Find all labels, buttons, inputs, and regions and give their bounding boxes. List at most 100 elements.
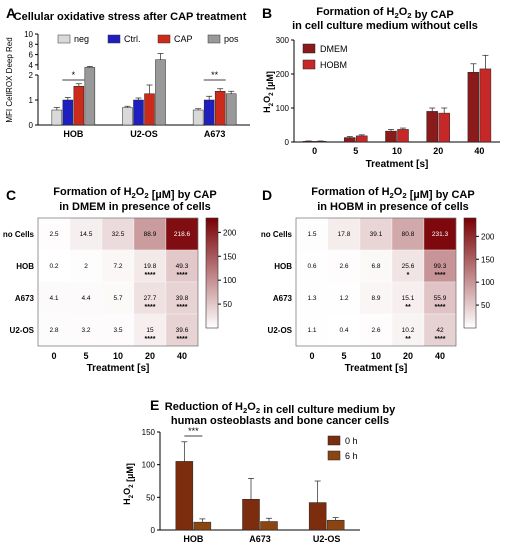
panel-e-bar (242, 499, 260, 531)
panel-d-cell-significance: ** (405, 304, 411, 311)
panel-c-cell-significance: **** (145, 272, 156, 279)
panel-b-xlabel: Treatment [s] (366, 159, 429, 170)
panel-d-row-label: no Cells (261, 230, 293, 239)
panel-d-cell-value: 80.8 (402, 231, 415, 238)
panel-d-cell-value: 99.3 (434, 263, 447, 270)
panel-d-column-label: 5 (341, 351, 346, 361)
panel-c-cell-value: 2.8 (49, 327, 58, 334)
panel-letter-b: B (262, 5, 272, 21)
panel-c-cell-value: 88.9 (144, 231, 157, 238)
panel-e-xtick-label: U2-OS (313, 534, 341, 544)
panel-d-cell (423, 313, 457, 347)
panel-b-subtitle: in cell culture medium without cells (292, 20, 478, 32)
panel-e-xtick-label: A673 (249, 534, 271, 544)
panel-c-colorbar (205, 217, 219, 329)
panel-e-bar (308, 502, 327, 531)
panel-e-ytick-label: 150 (142, 428, 156, 437)
panel-a-chart: Cellular oxidative stress after CAP trea… (5, 11, 250, 139)
panel-b-bar (397, 129, 409, 143)
panel-d-cell-value: 39.1 (370, 231, 383, 238)
panel-c-cell-value: 14.5 (80, 231, 93, 238)
panel-d-cell-significance: ** (405, 336, 411, 343)
panel-d-cell (327, 281, 361, 315)
panel-c-cell (133, 217, 167, 251)
panel-e-bar (193, 521, 212, 531)
panel-d-row-label: U2-OS (268, 326, 293, 335)
panel-e-xtick-label: HOB (183, 534, 204, 544)
panel-c-cell-value: 49.3 (176, 263, 189, 270)
panel-d-cell (295, 313, 329, 347)
panel-a-legend-label: neg (74, 34, 89, 44)
panel-e-ytick-label: 0 (151, 526, 156, 535)
panel-d-cell (327, 249, 361, 283)
panel-c-colorbar-label: 50 (223, 300, 232, 309)
panel-a-ylabel: MFI CellROX Deep Red (5, 37, 14, 122)
panel-c-title: Formation of H2O2 [µM] by CAP (53, 186, 216, 201)
panel-a-ytick-label: 8 (29, 40, 34, 49)
panel-d-cell-value: 231.3 (432, 231, 449, 238)
panel-e-bar (260, 521, 278, 531)
panel-d-cell-value: 25.6 (402, 263, 415, 270)
panel-e-legend-swatch (327, 450, 341, 461)
panel-d-cell-value: 2.6 (339, 263, 348, 270)
panel-a-ytick-label: 0 (29, 121, 34, 130)
panel-c-column-label: 10 (113, 351, 123, 361)
panel-a-bar (62, 99, 74, 126)
panel-b-xtick-label: 40 (474, 146, 484, 156)
panel-b-title: Formation of H2O2 by CAP (316, 6, 454, 21)
panel-c-cell-significance: **** (177, 272, 188, 279)
panel-c-cell (101, 249, 135, 283)
panel-d-cell (359, 313, 393, 347)
panel-a-bar (51, 109, 63, 126)
panel-d-cell-value: 1.2 (339, 295, 348, 302)
panel-b-bar (479, 68, 492, 143)
panel-b-bar (385, 130, 397, 143)
panel-d-grid-frame (295, 217, 457, 347)
panel-d-cell-value: 42 (436, 327, 444, 334)
panel-d-cell-significance: **** (435, 304, 446, 311)
panel-e-legend-label: 0 h (345, 436, 358, 446)
panel-d-row-label: A673 (273, 294, 293, 303)
panel-d-column-label: 20 (403, 351, 413, 361)
panel-d-column-label: 40 (435, 351, 445, 361)
panel-a-legend-label: pos (224, 34, 239, 44)
panel-d-colorbar-label: 50 (481, 301, 490, 310)
panel-d-xlabel: Treatment [s] (345, 363, 408, 374)
panel-c-cell-value: 2 (84, 263, 88, 270)
panel-a-bar (144, 93, 155, 126)
panel-c-cell-value: 0.2 (49, 263, 58, 270)
panel-c-column-label: 5 (83, 351, 88, 361)
panel-c-cell-value: 3.5 (113, 327, 122, 334)
panel-d-cell-value: 15.1 (402, 295, 415, 302)
panel-c-column-label: 0 (51, 351, 56, 361)
panel-a-category-label: HOB (63, 129, 84, 139)
panel-c-cell (101, 313, 135, 347)
panel-a-ytick-label: 6 (29, 51, 34, 60)
panel-c-cell-value: 7.2 (113, 263, 122, 270)
panel-c-cell-value: 3.2 (81, 327, 90, 334)
panel-c-cell-value: 32.5 (112, 231, 125, 238)
panel-b-ytick-label: 100 (276, 104, 290, 113)
panel-d-cell-significance: * (407, 272, 410, 279)
panel-d-column-label: 0 (309, 351, 314, 361)
panel-e-bar (326, 519, 345, 531)
panel-c-xlabel: Treatment [s] (87, 363, 150, 374)
panel-d-cell-value: 6.8 (371, 263, 380, 270)
panel-a-legend-label: CAP (174, 34, 193, 44)
panel-b-xtick-label: 10 (392, 146, 402, 156)
panel-c-cell-significance: **** (145, 304, 156, 311)
panel-d-cell (359, 217, 393, 251)
panel-c-cell-value: 218.6 (174, 231, 191, 238)
panel-b-bar (467, 72, 480, 143)
panel-d-cell (391, 249, 425, 283)
panel-c-cell-significance: **** (145, 336, 156, 343)
panel-c-cell (69, 249, 103, 283)
panel-a-bar (133, 99, 144, 126)
panel-c-cell-significance: **** (177, 304, 188, 311)
panel-e-legend-label: 6 h (345, 451, 358, 461)
panel-b-ytick-label: 0 (285, 138, 290, 147)
panel-a-bar (155, 59, 166, 126)
